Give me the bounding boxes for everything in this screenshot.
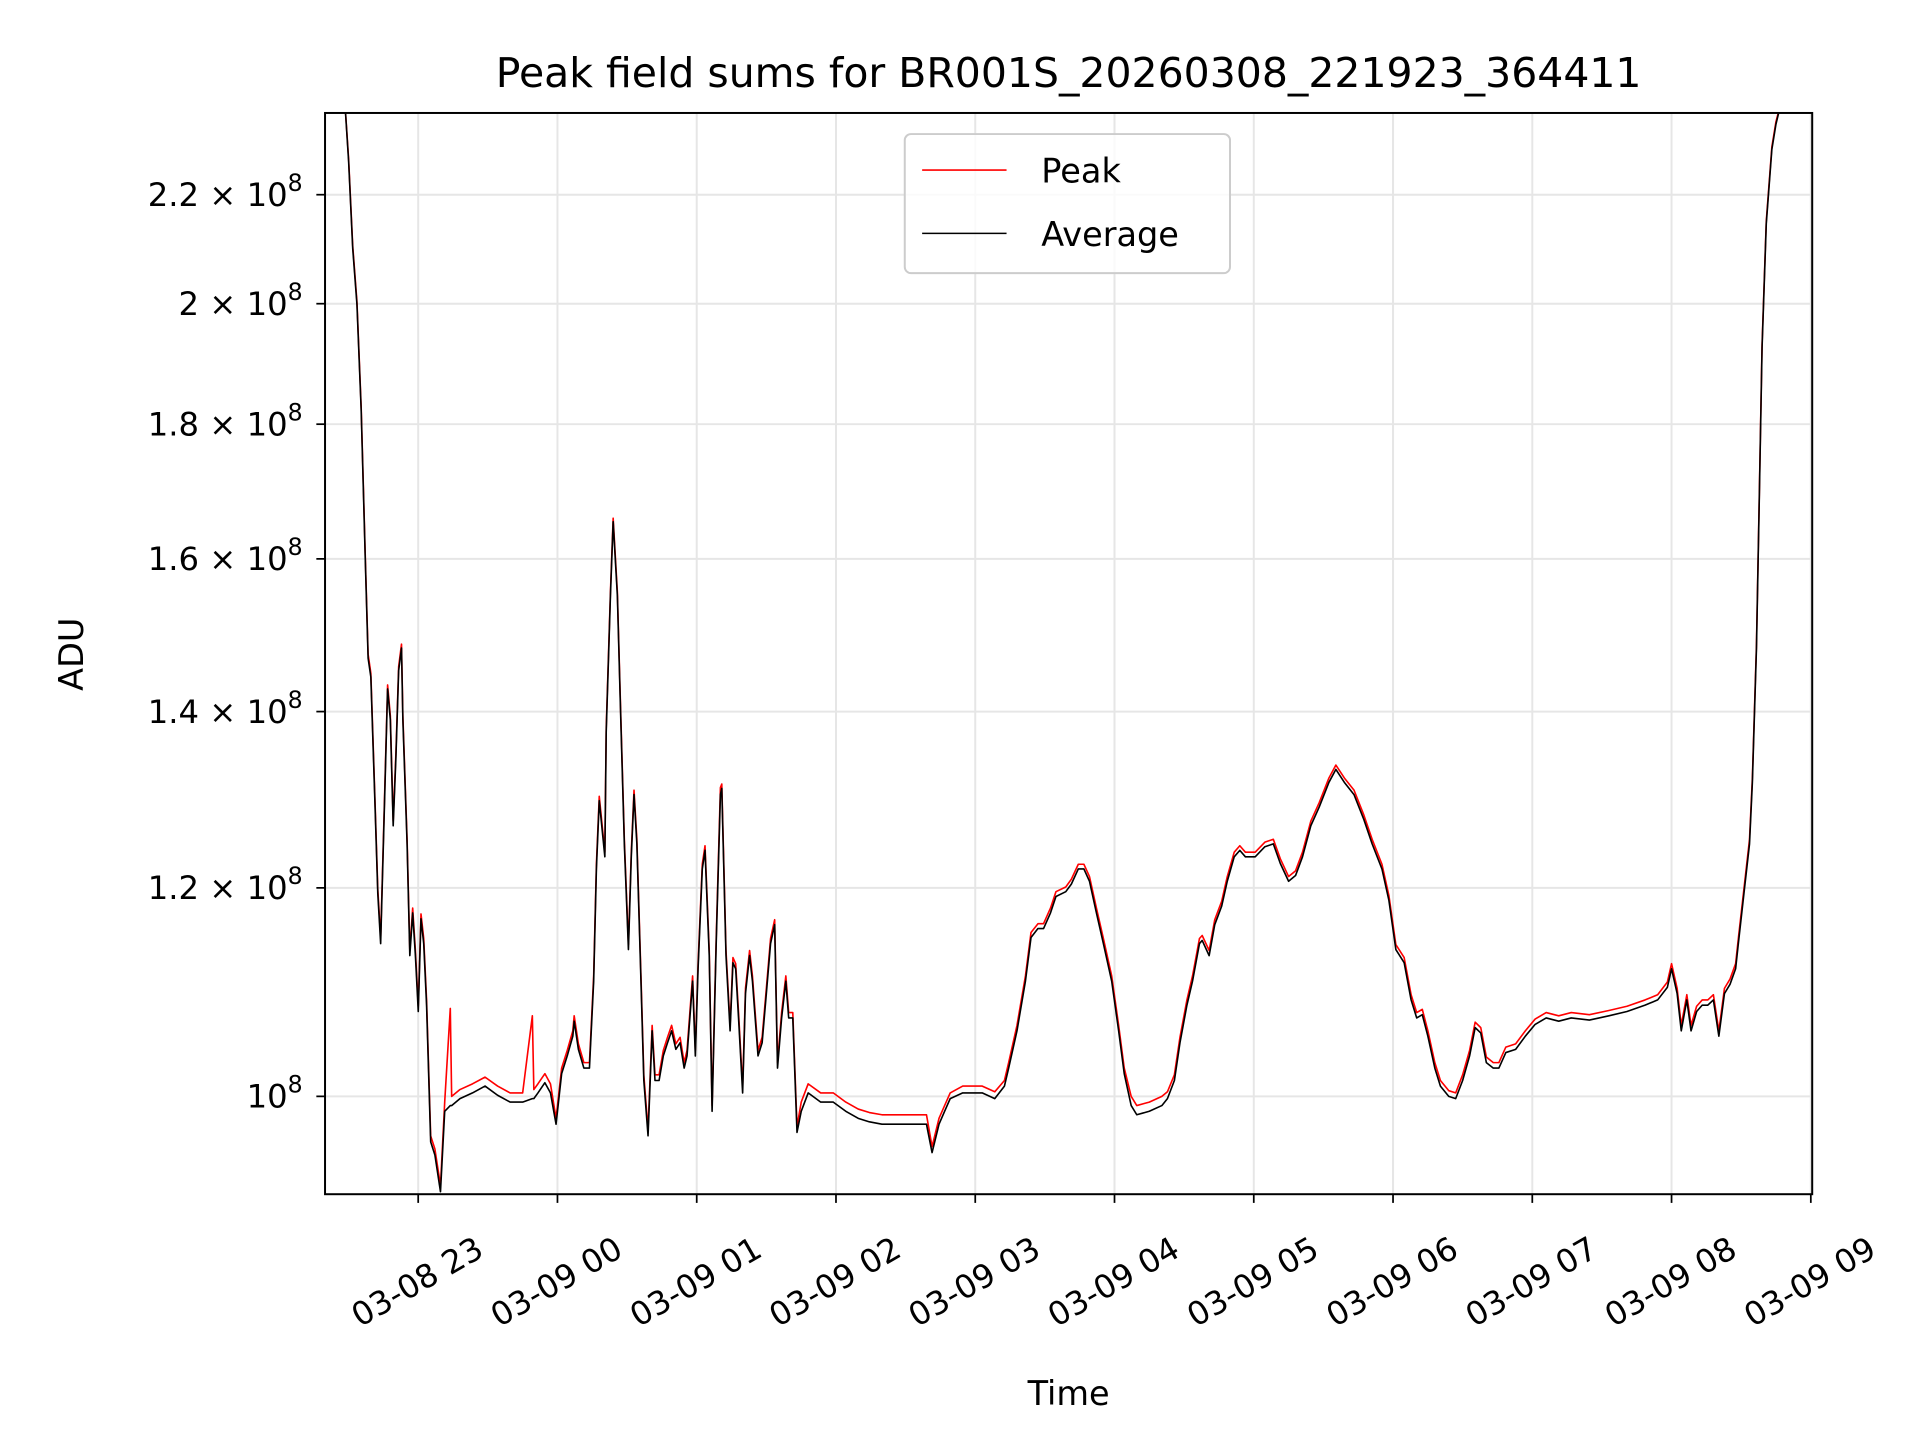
y-tick-label: 2.2 × 108 — [148, 169, 303, 214]
x-axis-label: Time — [1027, 1374, 1110, 1413]
y-tick-label: 1.6 × 108 — [148, 533, 303, 578]
legend-box — [903, 133, 1231, 275]
y-tick-label: 1.2 × 108 — [148, 862, 303, 907]
y-tick-label: 108 — [247, 1071, 303, 1116]
series-group — [344, 112, 1780, 1193]
y-tick-label: 1.8 × 108 — [148, 398, 303, 443]
series-line-average — [344, 112, 1780, 1193]
plot-frame — [324, 111, 1814, 1196]
legend-label-peak: Peak — [1041, 151, 1121, 190]
legend: Peak Average — [903, 133, 1231, 275]
series-line-peak — [344, 112, 1780, 1187]
y-tick-label: 2 × 108 — [179, 278, 303, 323]
gridlines — [325, 112, 1813, 1195]
y-tick-label: 1.4 × 108 — [148, 686, 303, 731]
chart-title: Peak field sums for BR001S_20260308_2219… — [496, 49, 1642, 97]
legend-label-average: Average — [1041, 215, 1179, 254]
y-axis-label: ADU — [52, 618, 91, 691]
